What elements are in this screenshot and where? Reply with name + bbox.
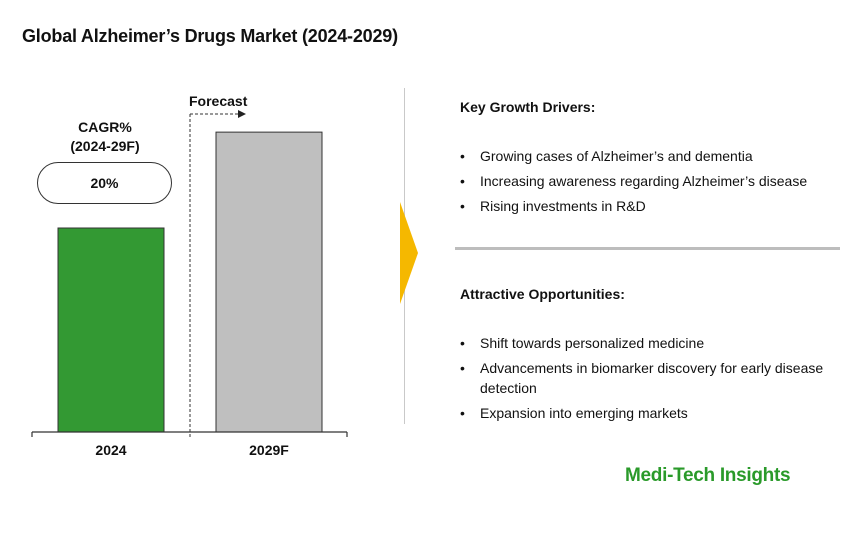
bar-2029F xyxy=(215,131,323,433)
driver-text: Rising investments in R&D xyxy=(480,198,646,214)
bullet-icon: • xyxy=(460,360,465,376)
cagr-label-line1: CAGR% xyxy=(78,119,132,135)
forecast-arrowhead-icon xyxy=(238,110,246,118)
opportunity-text: Shift towards personalized medicine xyxy=(480,335,705,351)
section-separator xyxy=(455,247,840,250)
x-tick-label: 2029F xyxy=(249,442,289,458)
drivers-list: • Growing cases of Alzheimer’s and dement… xyxy=(460,146,835,221)
cagr-value: 20% xyxy=(90,175,119,191)
opportunity-text: Advancements in biomarker discovery for … xyxy=(480,360,824,396)
forecast-label: Forecast xyxy=(189,93,248,109)
brand-logo: Medi-Tech Insights xyxy=(625,465,791,486)
bullet-icon: • xyxy=(460,198,465,214)
x-tick-label: 2024 xyxy=(95,442,126,458)
cagr-label: CAGR% (2024-29F) xyxy=(50,118,160,156)
bar-2024 xyxy=(57,227,165,433)
bar-chart: 2024 2029F xyxy=(31,110,348,458)
list-item: • Increasing awareness regarding Alzheime… xyxy=(460,171,835,191)
bullet-icon: • xyxy=(460,148,465,164)
opportunities-list: • Shift towards personalized medicine • Ad… xyxy=(460,333,830,428)
list-item: • Rising investments in R&D xyxy=(460,196,835,216)
bullet-icon: • xyxy=(460,405,465,421)
bullet-icon: • xyxy=(460,173,465,189)
list-item: • Growing cases of Alzheimer’s and dement… xyxy=(460,146,835,166)
chevron-right-icon xyxy=(400,202,418,304)
list-item: • Shift towards personalized medicine xyxy=(460,333,830,353)
list-item: • Expansion into emerging markets xyxy=(460,403,830,423)
drivers-title: Key Growth Drivers: xyxy=(460,99,596,115)
cagr-label-line2: (2024-29F) xyxy=(70,138,140,154)
opportunity-text: Expansion into emerging markets xyxy=(480,405,688,421)
opportunities-title: Attractive Opportunities: xyxy=(460,286,625,302)
chart-title: Global Alzheimer’s Drugs Market (2024-20… xyxy=(22,26,398,46)
cagr-value-badge: 20% xyxy=(37,162,172,204)
driver-text: Increasing awareness regarding Alzheimer… xyxy=(480,173,808,189)
driver-text: Growing cases of Alzheimer’s and dementi… xyxy=(480,148,753,164)
list-item: • Advancements in biomarker discovery for… xyxy=(460,358,830,398)
bullet-icon: • xyxy=(460,335,465,351)
